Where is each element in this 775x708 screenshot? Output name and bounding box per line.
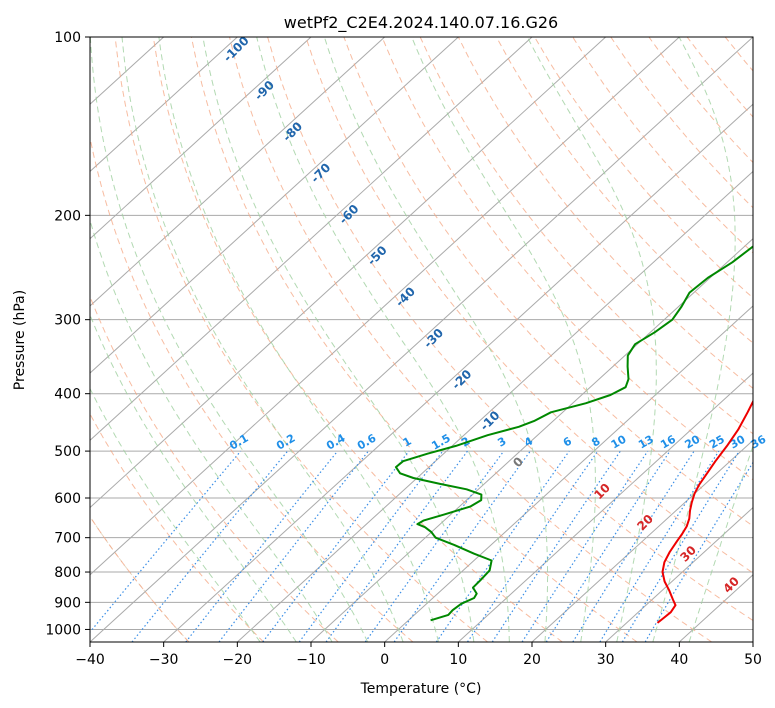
isotherm-line [90,37,753,642]
isotherm-line [90,37,533,442]
x-tick-label: 40 [670,652,688,668]
isotherm-line [90,37,459,374]
moist-adiabat-line [323,37,549,642]
mixing-ratio-line [545,450,671,642]
mixing-ratio-line [364,450,505,642]
x-tick-label: −20 [223,652,253,668]
moist-adiabat-line [90,387,261,642]
isotherm-line [531,439,753,642]
y-tick-label: 100 [54,30,81,46]
isotherm-line [90,37,386,307]
axes: −40 −30 −20 −10 0 10 20 30 40 50 100 200 300 400 500 60… [45,30,762,668]
moist-adiabat-line [256,37,510,642]
isotherm-line [90,37,312,240]
moist-adiabat-line [202,37,475,642]
reference-curve [90,515,190,642]
y-tick-label: 800 [54,565,81,581]
dry-adiabat-line [114,37,488,642]
temperature-line [656,399,753,624]
mixing-ratio-line [90,450,242,633]
mixing-ratio-line [491,450,621,642]
isotherm-line [457,372,753,642]
y-tick-label: 600 [54,491,81,507]
mixing-ratio-line [393,450,531,642]
isotherm-line [236,170,753,642]
x-tick-label: −30 [149,652,179,668]
moist-adiabat-line [121,37,404,642]
y-tick-label: 200 [54,208,81,224]
dry-adiabat-line [495,37,753,344]
dry-adiabat-line [457,37,753,389]
moist-adiabat-line [90,218,333,642]
dry-adiabat-line [90,412,264,642]
mixing-ratio-line [298,450,444,642]
dry-adiabat-line [381,37,753,481]
y-tick-label: 300 [54,313,81,329]
x-tick-label: 30 [597,652,615,668]
plot-frame [89,36,754,643]
dewpoint-line [394,245,753,622]
y-tick-label: 700 [54,531,81,547]
isotherm-line [163,103,753,642]
moist-adiabat-line [652,37,736,642]
moist-adiabat-line [90,313,297,642]
y-tick-label: 900 [54,595,81,611]
dry-adiabat-line [343,37,753,527]
dry-adiabat-line [190,37,638,642]
x-tick-label: −10 [296,652,326,668]
mixing-ratio-line [185,450,339,642]
x-tick-label: 0 [380,652,389,668]
isotherm-line [752,641,753,642]
dry-adiabat-line [534,37,753,299]
x-tick-label: 50 [744,652,762,668]
isotherm-line [605,506,753,642]
mixing-ratio-line [521,450,649,642]
isotherm-line [90,37,238,173]
x-tick-label: 10 [449,652,467,668]
chart-title: wetPf2_C2E4.2024.140.07.16.G26 [284,13,558,33]
dry-adiabat-line [90,135,414,642]
dry-adiabat-line [229,37,712,642]
dry-adiabat-line [305,37,753,574]
mixing-ratio-line [325,450,468,642]
dry-adiabat-line [763,37,775,642]
y-tick-label: 1000 [45,622,81,638]
mixing-ratio-line [572,450,695,642]
mixing-ratio-line [262,450,410,642]
dry-adiabat-line [152,37,563,642]
moist-adiabat-line [688,444,753,642]
isotherm-line [90,37,680,576]
mixing-ratio-line [131,450,289,642]
mixing-ratio-line [435,450,570,642]
background-lines [90,37,775,642]
mixing-ratio-line [466,450,599,642]
x-axis-label: Temperature (°C) [360,681,482,697]
moist-adiabat-line [158,37,439,642]
mixing-ratio-line [621,450,740,642]
moist-adiabat-line [90,37,369,642]
x-tick-label: −40 [75,652,105,668]
y-tick-label: 400 [54,387,81,403]
isotherm-line [90,37,607,509]
dry-adiabat-line [267,37,753,622]
isotherm-line [384,305,753,642]
dry-adiabat-line [419,37,753,435]
y-tick-label: 500 [54,444,81,460]
profile-series [394,245,753,624]
x-tick-label: 20 [523,652,541,668]
y-axis-label: Pressure (hPa) [12,290,28,390]
dry-adiabat-line [90,515,190,642]
moist-adiabat-line [411,37,596,642]
